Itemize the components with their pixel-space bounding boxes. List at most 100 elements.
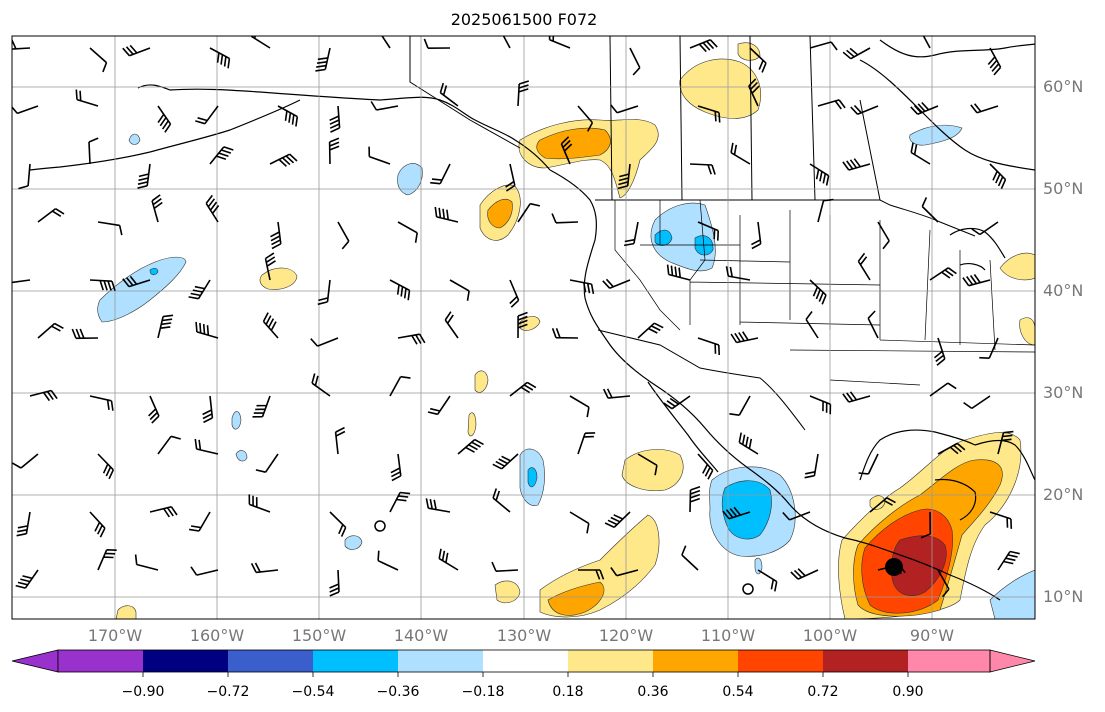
wind-barb: [790, 568, 819, 580]
wind-barbs: [12, 36, 1020, 598]
political-borders: [409, 36, 976, 431]
wind-barb: [748, 78, 760, 107]
wind-barb: [681, 545, 699, 571]
colorbar-segment: [653, 650, 738, 672]
positive-anomaly-region: [519, 316, 541, 331]
wind-barb: [987, 47, 1002, 76]
wind-barb: [190, 566, 219, 576]
coastlines: [29, 39, 1035, 601]
hudson-bay-coast: [859, 59, 1035, 171]
lat-label: 40°N: [1043, 281, 1084, 300]
wind-barb: [205, 194, 220, 223]
wind-barb: [697, 105, 721, 123]
wind-barb: [444, 311, 459, 339]
wind-barb: [577, 105, 594, 132]
wind-barb: [75, 89, 99, 107]
wind-barb: [122, 275, 151, 288]
positive-anomaly-region: [869, 495, 886, 510]
lat-label: 10°N: [1043, 587, 1084, 606]
positive-anomaly-region: [474, 370, 489, 393]
lon-label: 120°W: [598, 626, 654, 645]
lat-label: 30°N: [1043, 383, 1084, 402]
great-lakes: [949, 227, 1006, 271]
wind-barb: [157, 105, 172, 133]
colorbar-extend-low: [11, 649, 59, 673]
wind-barb: [751, 221, 762, 250]
colorbar-segment: [908, 650, 990, 672]
wind-barb: [610, 567, 639, 577]
wind-barb: [381, 36, 391, 49]
wind-barb: [722, 506, 751, 520]
wind-barb: [842, 391, 871, 403]
wind-barb: [89, 511, 106, 538]
wind-barb: [921, 197, 939, 223]
wind-barb: [157, 314, 174, 339]
wind-barb: [430, 163, 451, 185]
wind-barb: [517, 202, 541, 223]
wind-barb: [809, 395, 832, 415]
wind-barb: [578, 569, 605, 580]
wind-barb: [637, 322, 664, 339]
alaska-canada-border: [409, 36, 521, 149]
wind-barb: [329, 105, 341, 133]
north-america-west-coast: [549, 169, 1001, 601]
positive-anomaly-region: [1019, 317, 1035, 346]
positive-anomaly-region: [999, 252, 1035, 281]
wind-barb: [397, 221, 418, 243]
positive-anomaly-region: [737, 42, 761, 61]
wind-barb: [195, 105, 219, 125]
wind-barb: [817, 99, 846, 110]
wind-barb: [15, 569, 39, 589]
wind-barb: [439, 82, 459, 107]
wind-barb: [551, 328, 579, 339]
wind-barb: [857, 252, 871, 281]
wind-barb: [262, 312, 279, 339]
wind-barb: [88, 137, 99, 165]
wind-barb: [18, 163, 31, 190]
wind-barb: [689, 39, 718, 53]
wind-barb: [997, 550, 1020, 571]
wind-barb: [867, 310, 879, 339]
lon-label: 100°W: [802, 626, 858, 645]
wind-barb: [137, 163, 151, 189]
wind-barb: [427, 395, 451, 416]
wind-barb: [842, 47, 871, 60]
wind-barb: [730, 331, 759, 344]
wind-barb: [209, 47, 231, 69]
wind-barb: [122, 44, 151, 57]
colorbar-tick-label: 0.72: [807, 684, 839, 700]
lat-label: 50°N: [1043, 179, 1084, 198]
wind-barb: [910, 142, 931, 165]
negative-anomaly-region: [654, 229, 673, 246]
wind-barb: [997, 430, 1014, 455]
wind-barb: [12, 453, 39, 469]
wind-barb: [858, 453, 879, 475]
wind-barb: [697, 221, 719, 241]
wind-barb: [749, 47, 767, 73]
wind-barb: [250, 562, 279, 574]
wind-barb: [509, 381, 537, 397]
us-canada-border: [595, 199, 976, 237]
lon-label: 110°W: [700, 626, 756, 645]
wind-barb: [805, 311, 819, 339]
wind-barb: [311, 373, 331, 397]
positive-anomaly-region: [679, 58, 761, 119]
wind-barb: [989, 511, 1013, 529]
colorbar-tick-label: 0.18: [552, 684, 584, 700]
negative-anomaly-region: [97, 256, 187, 323]
wind-barb: [505, 163, 516, 192]
wind-barb: [188, 279, 211, 300]
colorbar-segment: [823, 650, 908, 672]
wind-barb: [425, 498, 451, 513]
wind-barb: [817, 198, 834, 223]
negative-anomaly-region: [650, 202, 716, 272]
wind-barb: [971, 221, 999, 236]
wind-barb: [389, 279, 411, 301]
wind-barb: [390, 453, 402, 482]
negative-anomaly-region: [128, 133, 141, 145]
lon-label: 150°W: [291, 626, 347, 645]
wind-barb: [602, 388, 631, 399]
wind-barb: [602, 278, 631, 289]
wind-barb: [337, 221, 350, 250]
colorbar-tick-label: 0.36: [637, 684, 669, 700]
